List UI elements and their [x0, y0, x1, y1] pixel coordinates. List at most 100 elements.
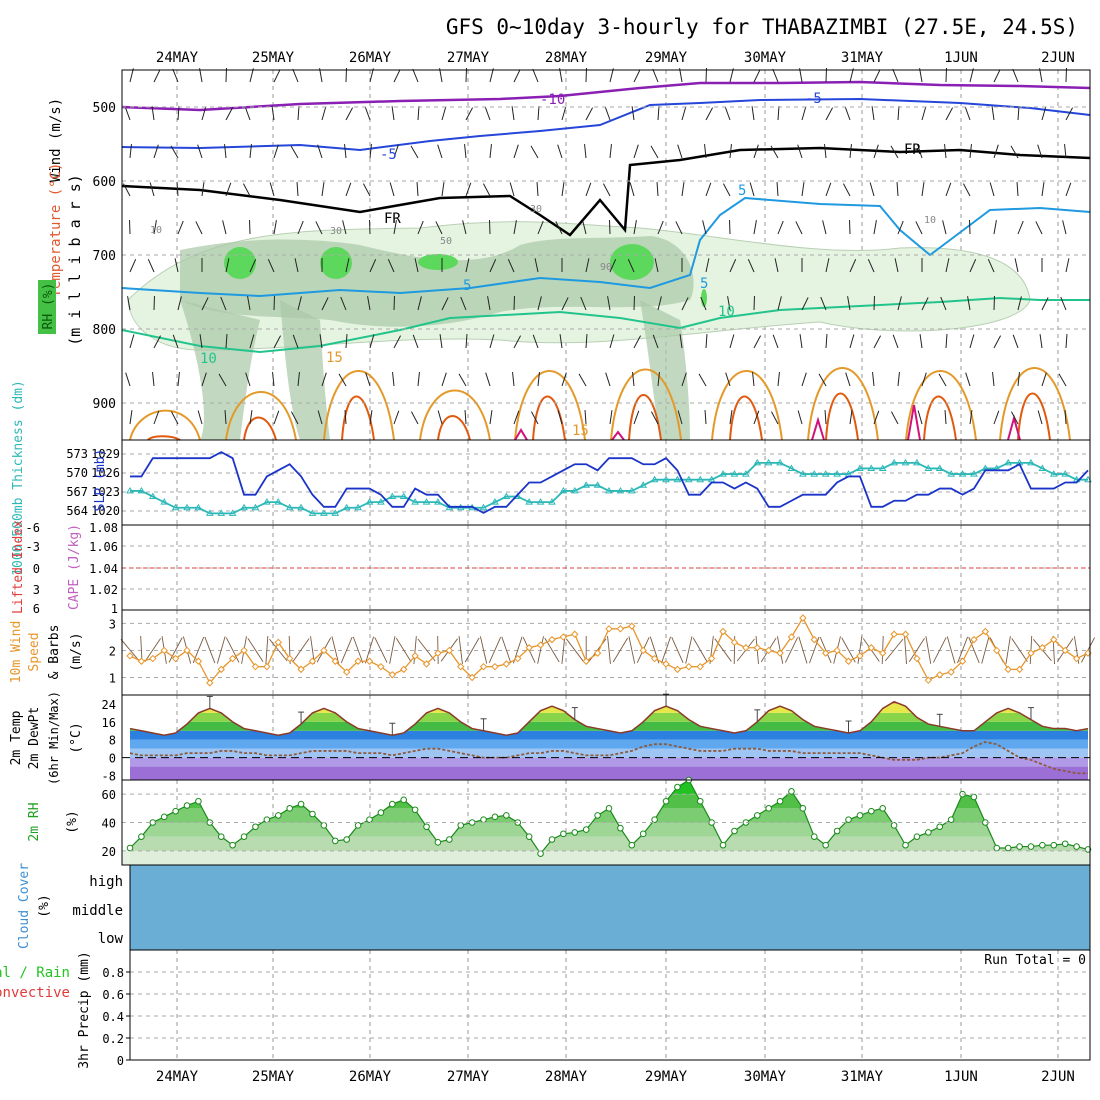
- wind-barb: [795, 221, 803, 235]
- wind-barb: [945, 333, 948, 349]
- wind-barb: [177, 296, 182, 311]
- wind-barb: [319, 334, 323, 349]
- wind-barb: [482, 183, 491, 197]
- wind-barb: [873, 335, 882, 349]
- wind-barb: [917, 144, 923, 159]
- y-tick-label: 20: [102, 845, 116, 859]
- wind-barb: [537, 636, 544, 664]
- cape-lifted-index-panel: -6 -3 0 3 6 1.08 1.06 1.04 1.02 1: [26, 521, 1091, 616]
- wind-barb: [873, 69, 881, 83]
- wind-barb: [410, 145, 419, 159]
- rh-point: [434, 839, 442, 846]
- rh-point: [810, 833, 818, 840]
- rh-point: [354, 822, 362, 829]
- wind-barb: [249, 144, 252, 159]
- wind-speed-point: [719, 627, 727, 636]
- wind-barb: [657, 296, 662, 311]
- wind-barb: [489, 410, 493, 425]
- wind-barb: [152, 372, 155, 387]
- wind-barb: [315, 221, 323, 235]
- wind-barb: [825, 333, 828, 349]
- wind-barb: [1005, 636, 1011, 664]
- wind-barb: [441, 372, 447, 387]
- slp-tick: 1020: [91, 504, 120, 518]
- wind-speed-point: [285, 654, 294, 663]
- contour-label: -5: [805, 91, 822, 107]
- thickness-line-point: [741, 470, 750, 477]
- rh-point: [343, 836, 350, 843]
- bottom-date-axis: 24MAY 25MAY 26MAY 27MAY 28MAY 29MAY 30MAY 31MAY…: [156, 1069, 1075, 1085]
- wind-barb: [919, 334, 923, 349]
- wind-barb: [416, 181, 419, 197]
- wind-speed-point: [890, 630, 898, 638]
- thickness-line-point: [753, 458, 762, 466]
- wind-barb: [273, 69, 281, 83]
- isotherm-10: [121, 296, 1090, 354]
- thickness-line-point: [833, 470, 841, 477]
- wind-barb: [1041, 182, 1045, 197]
- slp-line: [130, 451, 1089, 514]
- rh2m-panel: 60 40 20: [102, 776, 1092, 866]
- label-temp2m-b: 2m DewPt: [27, 707, 42, 770]
- contour-label: -10: [540, 92, 565, 108]
- wind-barb: [657, 105, 660, 121]
- slp-tick: 1029: [91, 447, 120, 461]
- contour-label: 5: [463, 278, 471, 294]
- wind-barb: [704, 144, 707, 159]
- rh-point: [423, 823, 430, 831]
- wind-barb: [770, 145, 779, 159]
- rh-point: [548, 836, 556, 843]
- wind-barb: [177, 220, 184, 235]
- wind-barb: [561, 106, 567, 121]
- wind-barb: [153, 410, 160, 425]
- label-rh2m-b: (%): [65, 810, 80, 833]
- wind-barb: [465, 258, 470, 273]
- wind-barb: [559, 334, 563, 349]
- wind-barb: [652, 334, 659, 349]
- rh-point: [788, 788, 795, 795]
- wind-barb: [1060, 296, 1067, 311]
- isotherm-25: [514, 428, 528, 441]
- wind-barb: [609, 144, 612, 159]
- wind-barb: [993, 220, 997, 235]
- wind-barb: [511, 106, 515, 121]
- wind-speed-point: [673, 665, 682, 674]
- y-tick-label: 800: [93, 323, 116, 338]
- wind-barb: [513, 335, 522, 349]
- wind-speed-point: [662, 660, 670, 668]
- wind-speed-point: [867, 644, 876, 652]
- wind-barb: [532, 68, 539, 83]
- wind-barb: [820, 296, 827, 311]
- wind-barb: [777, 105, 780, 121]
- wind-barb: [679, 68, 683, 83]
- thickness-line-point: [719, 470, 727, 477]
- wind-barb: [292, 68, 299, 83]
- wind-barb: [392, 372, 395, 387]
- wind-barb: [244, 106, 251, 121]
- isotherm-20: [243, 416, 277, 441]
- rh-point: [845, 816, 852, 823]
- rh-point: [172, 807, 179, 815]
- wind-barb: [352, 636, 364, 664]
- wind-barb: [1039, 334, 1043, 349]
- y-tick-label: 8: [109, 734, 116, 748]
- rh-point: [263, 816, 271, 823]
- wind-barb: [462, 220, 467, 235]
- wind-barb: [147, 259, 155, 273]
- wind-barb: [681, 297, 689, 311]
- thickness-line-point: [388, 492, 397, 500]
- wind-speed-point: [1004, 665, 1012, 674]
- thickness-line-point: [331, 509, 340, 516]
- wind-barb: [747, 259, 755, 273]
- wind-barb: [413, 636, 417, 664]
- rh-point: [309, 810, 316, 818]
- thickness-line-point: [262, 498, 271, 505]
- isotherm-20: [628, 394, 662, 441]
- wind-barb: [561, 636, 566, 664]
- wind-speed-point: [1050, 635, 1058, 644]
- wind-speed-point: [468, 673, 476, 682]
- isotherm-15: [610, 368, 682, 441]
- label-rh2m-a: 2m RH: [27, 802, 42, 841]
- wind-barb: [153, 144, 159, 159]
- wind-barb: [774, 258, 779, 273]
